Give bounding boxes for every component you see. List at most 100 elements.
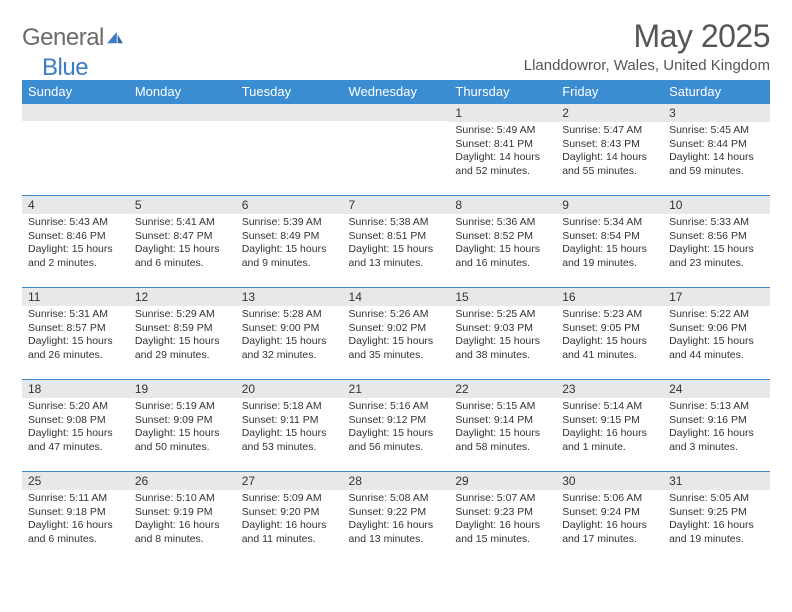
week-row: 25Sunrise: 5:11 AMSunset: 9:18 PMDayligh… <box>22 472 770 564</box>
day-details: Sunrise: 5:36 AMSunset: 8:52 PMDaylight:… <box>449 214 556 275</box>
day-details: Sunrise: 5:16 AMSunset: 9:12 PMDaylight:… <box>343 398 450 459</box>
calendar-page: General May 2025 Llanddowror, Wales, Uni… <box>0 0 792 576</box>
day-details: Sunrise: 5:08 AMSunset: 9:22 PMDaylight:… <box>343 490 450 551</box>
daylight-text: Daylight: 15 hours and 23 minutes. <box>669 243 764 270</box>
day-details: Sunrise: 5:15 AMSunset: 9:14 PMDaylight:… <box>449 398 556 459</box>
sunrise-text: Sunrise: 5:43 AM <box>28 216 123 230</box>
day-number <box>343 104 450 121</box>
day-cell <box>129 104 236 196</box>
day-number <box>236 104 343 121</box>
week-row: 11Sunrise: 5:31 AMSunset: 8:57 PMDayligh… <box>22 288 770 380</box>
daylight-text: Daylight: 16 hours and 13 minutes. <box>349 519 444 546</box>
sunset-text: Sunset: 9:03 PM <box>455 322 550 336</box>
day-cell: 29Sunrise: 5:07 AMSunset: 9:23 PMDayligh… <box>449 472 556 564</box>
day-details: Sunrise: 5:45 AMSunset: 8:44 PMDaylight:… <box>663 122 770 183</box>
sunset-text: Sunset: 8:46 PM <box>28 230 123 244</box>
daylight-text: Daylight: 16 hours and 17 minutes. <box>562 519 657 546</box>
sunrise-text: Sunrise: 5:11 AM <box>28 492 123 506</box>
daylight-text: Daylight: 15 hours and 44 minutes. <box>669 335 764 362</box>
day-cell: 8Sunrise: 5:36 AMSunset: 8:52 PMDaylight… <box>449 196 556 288</box>
sunrise-text: Sunrise: 5:13 AM <box>669 400 764 414</box>
sunset-text: Sunset: 8:56 PM <box>669 230 764 244</box>
sunrise-text: Sunrise: 5:06 AM <box>562 492 657 506</box>
sunrise-text: Sunrise: 5:08 AM <box>349 492 444 506</box>
day-number: 5 <box>129 196 236 214</box>
sunset-text: Sunset: 8:51 PM <box>349 230 444 244</box>
day-cell: 28Sunrise: 5:08 AMSunset: 9:22 PMDayligh… <box>343 472 450 564</box>
sunset-text: Sunset: 9:19 PM <box>135 506 230 520</box>
day-number: 25 <box>22 472 129 490</box>
sunrise-text: Sunrise: 5:39 AM <box>242 216 337 230</box>
day-cell: 24Sunrise: 5:13 AMSunset: 9:16 PMDayligh… <box>663 380 770 472</box>
day-number: 22 <box>449 380 556 398</box>
sunset-text: Sunset: 9:22 PM <box>349 506 444 520</box>
day-number: 14 <box>343 288 450 306</box>
daylight-text: Daylight: 15 hours and 6 minutes. <box>135 243 230 270</box>
day-details: Sunrise: 5:43 AMSunset: 8:46 PMDaylight:… <box>22 214 129 275</box>
day-cell: 3Sunrise: 5:45 AMSunset: 8:44 PMDaylight… <box>663 104 770 196</box>
sunset-text: Sunset: 9:18 PM <box>28 506 123 520</box>
day-details: Sunrise: 5:07 AMSunset: 9:23 PMDaylight:… <box>449 490 556 551</box>
day-cell: 17Sunrise: 5:22 AMSunset: 9:06 PMDayligh… <box>663 288 770 380</box>
sunrise-text: Sunrise: 5:19 AM <box>135 400 230 414</box>
dow-wednesday: Wednesday <box>343 80 450 104</box>
dow-thursday: Thursday <box>449 80 556 104</box>
sunrise-text: Sunrise: 5:14 AM <box>562 400 657 414</box>
sunset-text: Sunset: 9:00 PM <box>242 322 337 336</box>
sunset-text: Sunset: 9:25 PM <box>669 506 764 520</box>
day-details: Sunrise: 5:33 AMSunset: 8:56 PMDaylight:… <box>663 214 770 275</box>
daylight-text: Daylight: 15 hours and 16 minutes. <box>455 243 550 270</box>
daylight-text: Daylight: 15 hours and 2 minutes. <box>28 243 123 270</box>
sunset-text: Sunset: 8:49 PM <box>242 230 337 244</box>
day-number: 21 <box>343 380 450 398</box>
sunset-text: Sunset: 8:54 PM <box>562 230 657 244</box>
logo-word-blue: Blue <box>42 54 88 82</box>
sunset-text: Sunset: 9:02 PM <box>349 322 444 336</box>
day-details: Sunrise: 5:41 AMSunset: 8:47 PMDaylight:… <box>129 214 236 275</box>
day-cell: 12Sunrise: 5:29 AMSunset: 8:59 PMDayligh… <box>129 288 236 380</box>
day-cell: 19Sunrise: 5:19 AMSunset: 9:09 PMDayligh… <box>129 380 236 472</box>
daylight-text: Daylight: 16 hours and 1 minute. <box>562 427 657 454</box>
daylight-text: Daylight: 15 hours and 32 minutes. <box>242 335 337 362</box>
day-number: 28 <box>343 472 450 490</box>
dow-monday: Monday <box>129 80 236 104</box>
sunset-text: Sunset: 9:11 PM <box>242 414 337 428</box>
day-number: 17 <box>663 288 770 306</box>
sunrise-text: Sunrise: 5:16 AM <box>349 400 444 414</box>
day-number: 7 <box>343 196 450 214</box>
day-number: 27 <box>236 472 343 490</box>
day-details: Sunrise: 5:47 AMSunset: 8:43 PMDaylight:… <box>556 122 663 183</box>
day-details: Sunrise: 5:13 AMSunset: 9:16 PMDaylight:… <box>663 398 770 459</box>
sunset-text: Sunset: 9:23 PM <box>455 506 550 520</box>
sunrise-text: Sunrise: 5:09 AM <box>242 492 337 506</box>
sunrise-text: Sunrise: 5:20 AM <box>28 400 123 414</box>
day-number: 29 <box>449 472 556 490</box>
daylight-text: Daylight: 16 hours and 3 minutes. <box>669 427 764 454</box>
sunrise-text: Sunrise: 5:22 AM <box>669 308 764 322</box>
day-number: 23 <box>556 380 663 398</box>
day-number: 18 <box>22 380 129 398</box>
header: General May 2025 Llanddowror, Wales, Uni… <box>22 18 770 74</box>
sunset-text: Sunset: 8:43 PM <box>562 138 657 152</box>
daylight-text: Daylight: 16 hours and 6 minutes. <box>28 519 123 546</box>
sunset-text: Sunset: 9:05 PM <box>562 322 657 336</box>
daylight-text: Daylight: 15 hours and 13 minutes. <box>349 243 444 270</box>
day-number: 16 <box>556 288 663 306</box>
day-cell: 1Sunrise: 5:49 AMSunset: 8:41 PMDaylight… <box>449 104 556 196</box>
calendar-table: Sunday Monday Tuesday Wednesday Thursday… <box>22 80 770 564</box>
day-cell: 16Sunrise: 5:23 AMSunset: 9:05 PMDayligh… <box>556 288 663 380</box>
daylight-text: Daylight: 15 hours and 53 minutes. <box>242 427 337 454</box>
logo-text: General <box>22 24 124 52</box>
sunrise-text: Sunrise: 5:49 AM <box>455 124 550 138</box>
sunset-text: Sunset: 8:52 PM <box>455 230 550 244</box>
day-cell: 10Sunrise: 5:33 AMSunset: 8:56 PMDayligh… <box>663 196 770 288</box>
day-cell <box>236 104 343 196</box>
sunrise-text: Sunrise: 5:18 AM <box>242 400 337 414</box>
sunrise-text: Sunrise: 5:10 AM <box>135 492 230 506</box>
day-number: 31 <box>663 472 770 490</box>
daylight-text: Daylight: 15 hours and 38 minutes. <box>455 335 550 362</box>
sunrise-text: Sunrise: 5:07 AM <box>455 492 550 506</box>
dow-tuesday: Tuesday <box>236 80 343 104</box>
day-cell: 11Sunrise: 5:31 AMSunset: 8:57 PMDayligh… <box>22 288 129 380</box>
day-details: Sunrise: 5:34 AMSunset: 8:54 PMDaylight:… <box>556 214 663 275</box>
